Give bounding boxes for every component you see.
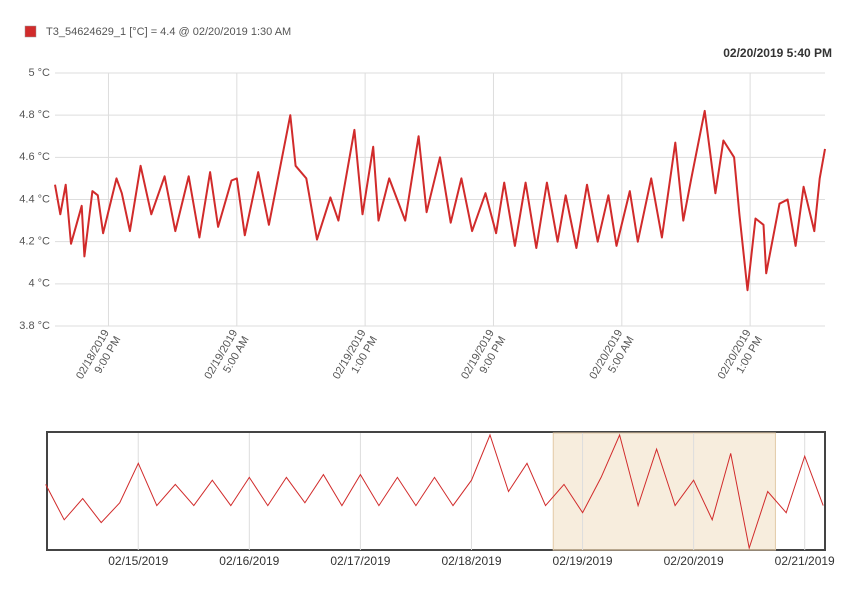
x-tick-label: 02/18/20199:00 PM bbox=[74, 328, 123, 388]
navigator-tick-label: 02/20/2019 bbox=[664, 554, 724, 568]
navigator-line bbox=[45, 433, 824, 550]
x-tick-label: 02/19/20199:00 PM bbox=[459, 328, 508, 388]
y-tick-label: 4.2 °C bbox=[19, 236, 50, 248]
navigator-tick-label: 02/18/2019 bbox=[441, 554, 501, 568]
x-tick-label: 02/19/20195:00 AM bbox=[202, 328, 251, 388]
navigator-tick-label: 02/17/2019 bbox=[330, 554, 390, 568]
y-tick-label: 4.8 °C bbox=[19, 109, 50, 121]
y-tick-label: 4.4 °C bbox=[19, 193, 50, 205]
navigator-frame bbox=[46, 431, 826, 551]
y-tick-label: 4 °C bbox=[28, 278, 50, 290]
timestamp: 02/20/2019 5:40 PM bbox=[723, 46, 832, 60]
y-tick-label: 5 °C bbox=[28, 67, 50, 79]
navigator-tick-label: 02/19/2019 bbox=[553, 554, 613, 568]
navigator-tick-label: 02/15/2019 bbox=[108, 554, 168, 568]
x-tick-label: 02/19/20191:00 PM bbox=[331, 328, 380, 388]
y-tick-label: 3.8 °C bbox=[19, 320, 50, 332]
legend-swatch bbox=[24, 25, 37, 38]
navigator-tick-label: 02/21/2019 bbox=[775, 554, 835, 568]
x-tick-label: 02/20/20195:00 AM bbox=[587, 328, 636, 388]
x-tick-label: 02/20/20191:00 PM bbox=[716, 328, 765, 388]
data-line bbox=[54, 109, 826, 292]
navigator-tick-label: 02/16/2019 bbox=[219, 554, 279, 568]
y-tick-label: 4.6 °C bbox=[19, 151, 50, 163]
legend-label: T3_54624629_1 [°C] = 4.4 @ 02/20/2019 1:… bbox=[46, 26, 291, 38]
navigator-selection bbox=[552, 432, 776, 551]
